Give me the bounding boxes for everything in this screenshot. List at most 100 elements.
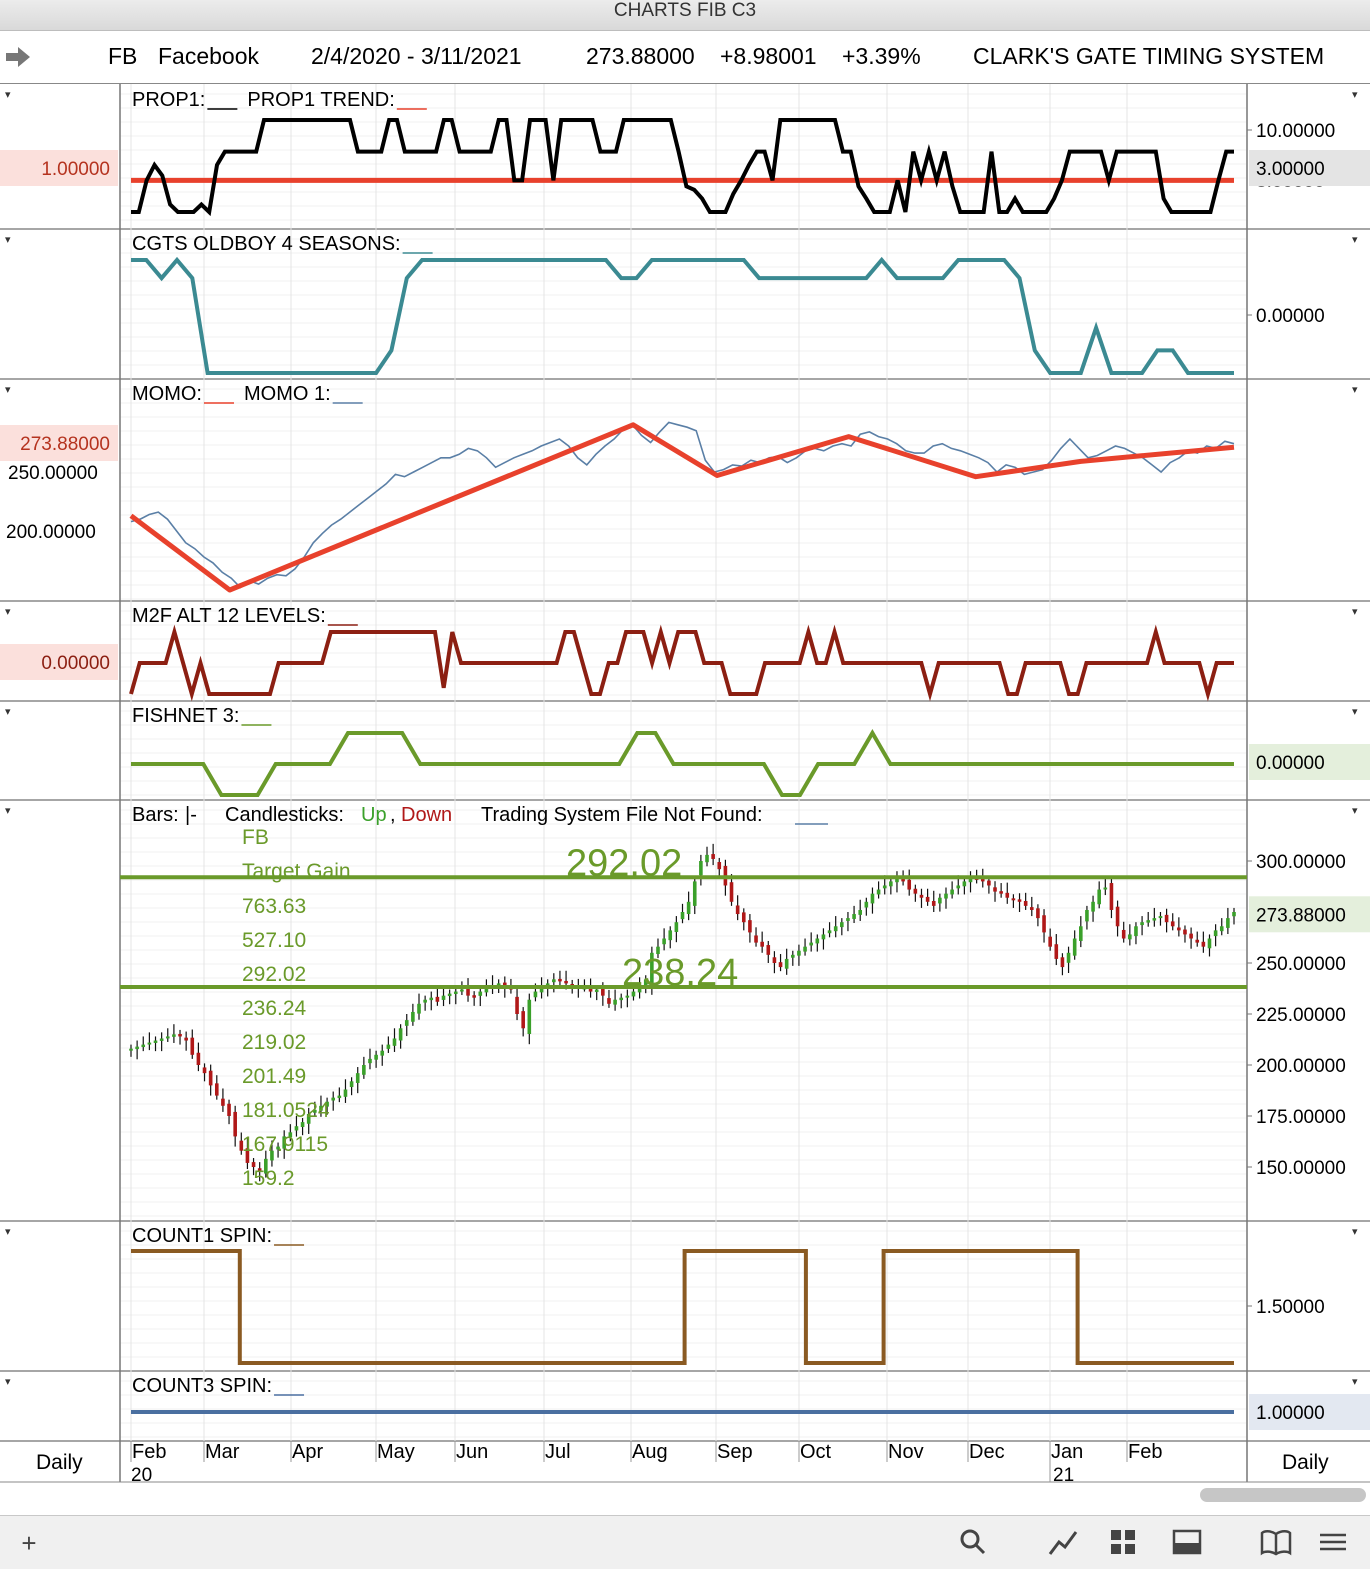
horizontal-scrollbar[interactable] — [1200, 1488, 1366, 1502]
candle-body — [392, 1038, 397, 1046]
candle-body — [380, 1050, 385, 1056]
candle-body — [1079, 926, 1083, 941]
candle-body — [858, 909, 863, 915]
fib-target-label: 292.02 — [242, 963, 306, 986]
fib-label-bottom: 238.24 — [622, 952, 738, 994]
fishnet-right-value-bg — [1249, 744, 1370, 780]
collapse-icon: ▾ — [1352, 805, 1358, 817]
candle-body — [141, 1044, 146, 1048]
system-name: CLARK'S GATE TIMING SYSTEM — [973, 43, 1325, 69]
candle-body — [791, 954, 795, 958]
panel-icon[interactable] — [1172, 1528, 1202, 1558]
legend-label: CGTS OLDBOY 4 SEASONS: — [132, 233, 401, 255]
candle-body — [938, 897, 942, 904]
candle-body — [931, 900, 936, 906]
candle-body — [208, 1070, 213, 1086]
candle-body — [607, 998, 611, 1004]
period-right[interactable]: Daily — [1282, 1451, 1329, 1474]
y-tick-label-left: 200.00000 — [6, 522, 96, 543]
line-chart-icon[interactable] — [1048, 1528, 1078, 1558]
y-tick-label: 1.50000 — [1256, 1297, 1325, 1318]
candle-body — [533, 991, 538, 998]
grid-icon[interactable] — [1108, 1528, 1138, 1558]
candle-body — [343, 1089, 348, 1097]
legend-label: PROP1 TREND: — [247, 89, 394, 111]
collapse-icon: ▾ — [1352, 384, 1358, 396]
price-change-pct: +3.39% — [842, 43, 921, 69]
arrow-right-icon[interactable] — [4, 45, 32, 69]
legend-label: COUNT1 SPIN: — [132, 1225, 272, 1247]
candle-body — [833, 926, 838, 932]
candle-body — [815, 938, 820, 944]
book-icon[interactable] — [1260, 1528, 1292, 1558]
month-label: May — [377, 1441, 415, 1463]
legend-label: MOMO 1: — [244, 383, 331, 405]
candle-body — [1134, 926, 1138, 937]
month-label: Aug — [632, 1441, 668, 1463]
candle-body — [484, 987, 489, 993]
collapse-icon: ▾ — [5, 384, 11, 396]
month-label: Feb — [132, 1441, 166, 1463]
candle-body — [429, 997, 434, 1001]
chart-area[interactable]: ▾ ▾ ▾ ▾ ▾ ▾ ▾ ▾ ▾ ▾ ▾ ▾ ▾ ▾ ▾ ▾ PROP1: PROP1 TREND: 3.0000… — [0, 84, 1370, 1484]
candle-body — [423, 999, 427, 1003]
candle-body — [355, 1073, 360, 1083]
candle-body — [852, 914, 856, 919]
fishnet-right-value: 0.00000 — [1256, 753, 1325, 774]
legend-label: PROP1: — [132, 89, 205, 111]
legend-label: FISHNET 3: — [132, 705, 239, 727]
candle-body — [741, 912, 746, 923]
candle-body — [1072, 938, 1077, 956]
candle-body — [147, 1042, 152, 1045]
add-icon[interactable]: + — [21, 1528, 37, 1558]
count3-right-value: 1.00000 — [1256, 1403, 1325, 1424]
candle-body — [625, 995, 630, 998]
candle-body — [1017, 899, 1022, 902]
candle-body — [1054, 944, 1059, 959]
m2f-line — [129, 624, 1234, 702]
candle-body — [778, 962, 783, 968]
candle-body — [386, 1044, 391, 1049]
y-tick-label: 200.00000 — [1256, 1056, 1346, 1077]
legend-candles: Candlesticks: — [225, 804, 344, 826]
candle-body — [1140, 922, 1144, 926]
candle-body — [515, 996, 519, 1014]
legend-bars-symbol: |- — [185, 804, 197, 826]
candle-body — [1085, 909, 1089, 922]
candle-body — [172, 1034, 176, 1037]
candle-body — [496, 983, 501, 986]
candle-body — [686, 901, 691, 915]
candle-body — [821, 934, 826, 940]
candle-body — [594, 989, 599, 992]
collapse-icon: ▾ — [1352, 234, 1358, 246]
month-label: Feb — [1128, 1441, 1162, 1463]
candle-body — [460, 989, 464, 992]
period-left[interactable]: Daily — [36, 1451, 83, 1474]
right-value-badge: 3.00000 — [1256, 159, 1325, 180]
candle-body — [643, 979, 648, 986]
search-icon[interactable] — [958, 1528, 988, 1558]
legend-label: M2F ALT 12 LEVELS: — [132, 605, 326, 627]
candle-body — [404, 1020, 409, 1026]
candle-body — [864, 901, 869, 908]
candle-body — [202, 1067, 207, 1074]
month-label: Apr — [292, 1441, 323, 1463]
candle-body — [717, 862, 722, 870]
candle-body — [1158, 916, 1163, 919]
candle-body — [968, 877, 973, 883]
candle-body — [766, 945, 771, 955]
y-tick-label: 300.00000 — [1256, 852, 1346, 873]
collapse-icon: ▾ — [1352, 1376, 1358, 1388]
candle-body — [331, 1097, 336, 1101]
collapse-icon: ▾ — [5, 89, 11, 101]
info-bar: FB Facebook 2/4/2020 - 3/11/2021 273.880… — [0, 31, 1370, 84]
candle-body — [159, 1038, 164, 1041]
candle-body — [214, 1083, 219, 1096]
momo-current-label-bg — [0, 425, 118, 461]
candle-body — [1164, 914, 1169, 923]
candle-body — [797, 950, 801, 956]
candle-body — [1226, 918, 1230, 928]
menu-icon[interactable] — [1318, 1528, 1348, 1558]
candle-body — [1097, 889, 1101, 905]
candle-body — [300, 1122, 305, 1128]
